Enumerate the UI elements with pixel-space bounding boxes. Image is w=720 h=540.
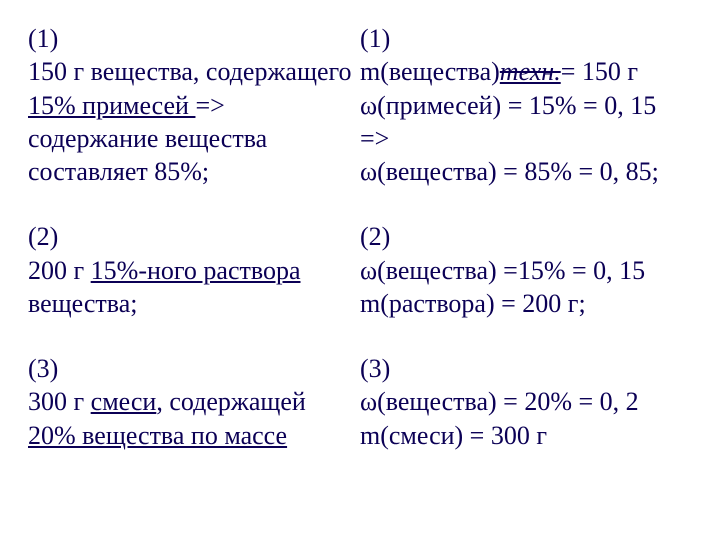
- label-3r: (3): [360, 352, 692, 385]
- line: ω(вещества) =15% = 0, 15: [360, 254, 692, 287]
- line: m(смеси) = 300 г: [360, 419, 692, 452]
- page: (1) 150 г вещества, содержащего 15% прим…: [0, 0, 720, 540]
- subscript-tech: техн.: [500, 57, 561, 86]
- underline-mass-fraction: 20% вещества по массе: [28, 421, 287, 450]
- line: m(раствора) = 200 г;: [360, 287, 692, 320]
- right-column: (1) m(вещества)техн.= 150 г ω(примесей) …: [360, 22, 692, 518]
- line: ω(вещества) = 20% = 0, 2: [360, 385, 692, 418]
- line: m(вещества)техн.= 150 г: [360, 55, 692, 88]
- left-block-3: (3) 300 г смеси, содержащей 20% вещества…: [28, 352, 360, 452]
- label-3: (3): [28, 352, 360, 385]
- text: 300 г: [28, 387, 91, 416]
- label-1: (1): [28, 22, 360, 55]
- left-block-2: (2) 200 г 15%-ного раствора вещества;: [28, 220, 360, 320]
- left-text-2: 200 г 15%-ного раствора вещества;: [28, 254, 360, 321]
- text: 200 г: [28, 256, 91, 285]
- label-2: (2): [28, 220, 360, 253]
- label-1r: (1): [360, 22, 692, 55]
- right-block-1: (1) m(вещества)техн.= 150 г ω(примесей) …: [360, 22, 692, 188]
- right-block-3: (3) ω(вещества) = 20% = 0, 2 m(смеси) = …: [360, 352, 692, 452]
- left-text-1: 150 г вещества, содержащего 15% примесей…: [28, 55, 360, 188]
- implication-arrow: =>: [360, 122, 692, 155]
- line: ω(примесей) = 15% = 0, 15: [360, 89, 692, 122]
- text: = 150 г: [561, 57, 638, 86]
- text: вещества;: [28, 289, 137, 318]
- label-2r: (2): [360, 220, 692, 253]
- text: 150 г вещества, содержащего: [28, 57, 352, 86]
- line: ω(вещества) = 85% = 0, 85;: [360, 155, 692, 188]
- left-text-3: 300 г смеси, содержащей 20% вещества по …: [28, 385, 360, 452]
- left-block-1: (1) 150 г вещества, содержащего 15% прим…: [28, 22, 360, 188]
- text: m(вещества): [360, 57, 500, 86]
- underline-mixture: смеси: [91, 387, 157, 416]
- text: , содержащей: [156, 387, 306, 416]
- left-column: (1) 150 г вещества, содержащего 15% прим…: [28, 22, 360, 518]
- underline-solution: 15%-ного раствора: [91, 256, 301, 285]
- right-block-2: (2) ω(вещества) =15% = 0, 15 m(раствора)…: [360, 220, 692, 320]
- underline-impurities: 15% примесей: [28, 91, 195, 120]
